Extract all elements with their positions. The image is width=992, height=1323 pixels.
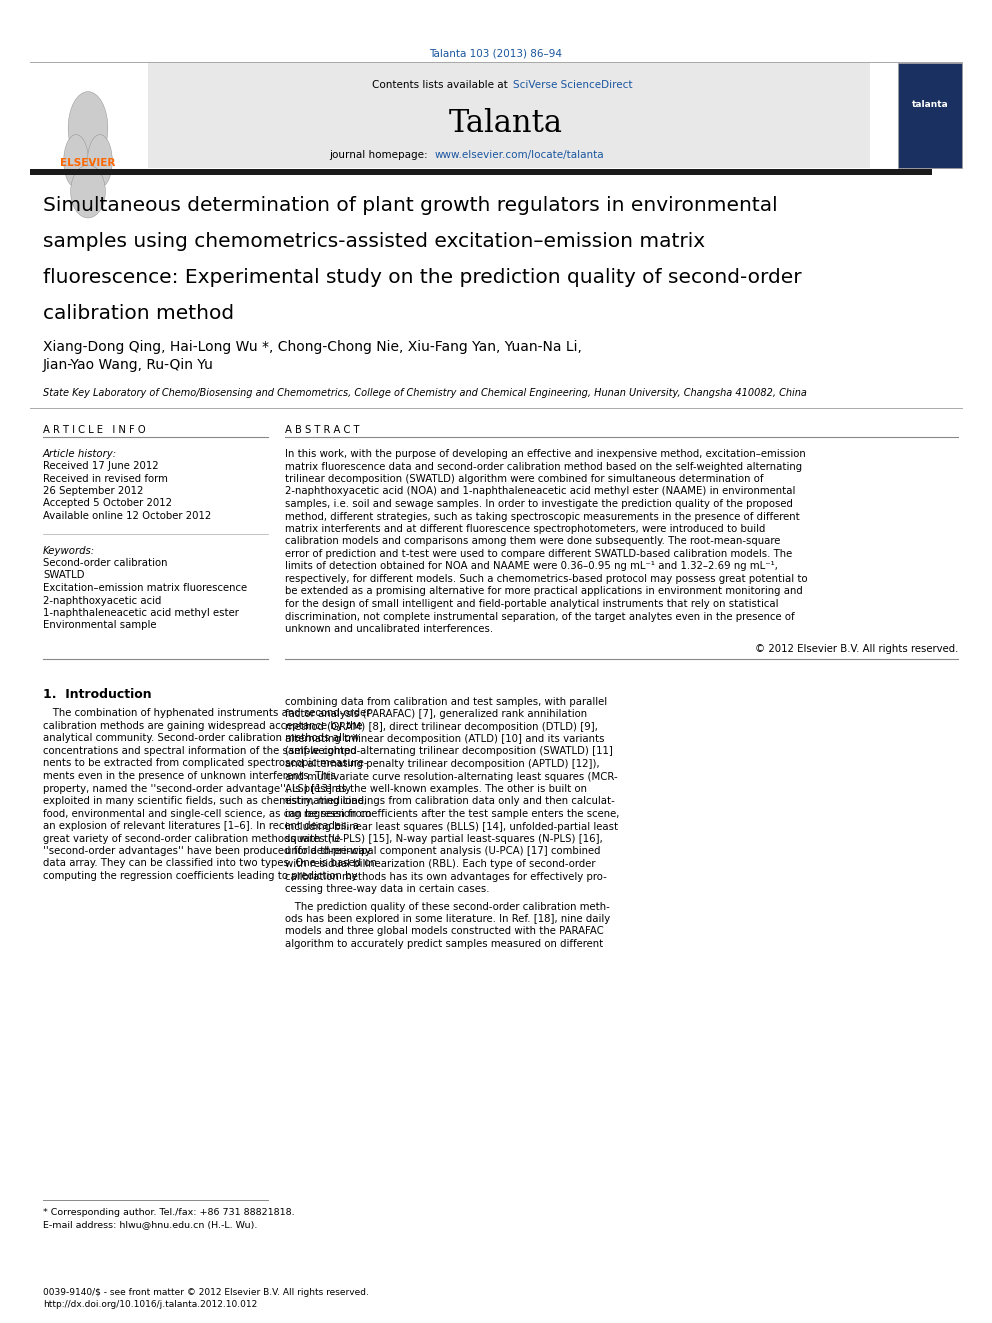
Text: © 2012 Elsevier B.V. All rights reserved.: © 2012 Elsevier B.V. All rights reserved… — [755, 644, 958, 655]
Text: Jian-Yao Wang, Ru-Qin Yu: Jian-Yao Wang, Ru-Qin Yu — [43, 359, 214, 372]
Text: talanta: talanta — [912, 101, 948, 108]
Text: respectively, for different models. Such a chemometrics-based protocol may posse: respectively, for different models. Such… — [285, 574, 807, 583]
Text: http://dx.doi.org/10.1016/j.talanta.2012.10.012: http://dx.doi.org/10.1016/j.talanta.2012… — [43, 1301, 257, 1308]
Text: combining data from calibration and test samples, with parallel: combining data from calibration and test… — [285, 696, 607, 706]
Text: Talanta 103 (2013) 86–94: Talanta 103 (2013) 86–94 — [430, 48, 562, 58]
Text: calibration method: calibration method — [43, 304, 234, 323]
Text: including bilinear least squares (BLLS) [14], unfolded-partial least: including bilinear least squares (BLLS) … — [285, 822, 618, 831]
Text: nents to be extracted from complicated spectroscopic measure-: nents to be extracted from complicated s… — [43, 758, 367, 769]
Text: matrix fluorescence data and second-order calibration method based on the self-w: matrix fluorescence data and second-orde… — [285, 462, 803, 471]
Text: 26 September 2012: 26 September 2012 — [43, 486, 144, 496]
Text: calibration methods are gaining widespread acceptance by the: calibration methods are gaining widespre… — [43, 721, 363, 732]
Text: matrix interferents and at different fluorescence spectrophotometers, were intro: matrix interferents and at different flu… — [285, 524, 766, 534]
Text: Contents lists available at: Contents lists available at — [372, 79, 511, 90]
Bar — [30, 64, 870, 168]
Text: * Corresponding author. Tel./fax: +86 731 88821818.: * Corresponding author. Tel./fax: +86 73… — [43, 1208, 295, 1217]
Text: limits of detection obtained for NOA and NAAME were 0.36–0.95 ng mL⁻¹ and 1.32–2: limits of detection obtained for NOA and… — [285, 561, 778, 572]
Ellipse shape — [63, 135, 88, 188]
Text: ing regression coefficients after the test sample enters the scene,: ing regression coefficients after the te… — [285, 808, 619, 819]
Text: ALS) [13] as the well-known examples. The other is built on: ALS) [13] as the well-known examples. Th… — [285, 785, 587, 794]
Text: algorithm to accurately predict samples measured on different: algorithm to accurately predict samples … — [285, 939, 603, 949]
Text: SWATLD: SWATLD — [43, 570, 84, 581]
Text: ELSEVIER: ELSEVIER — [61, 157, 116, 168]
Text: Accepted 5 October 2012: Accepted 5 October 2012 — [43, 499, 172, 508]
Text: trilinear decomposition (SWATLD) algorithm were combined for simultaneous determ: trilinear decomposition (SWATLD) algorit… — [285, 474, 764, 484]
Text: Second-order calibration: Second-order calibration — [43, 558, 168, 568]
Text: www.elsevier.com/locate/talanta: www.elsevier.com/locate/talanta — [434, 149, 604, 160]
Text: 1-naphthaleneacetic acid methyl ester: 1-naphthaleneacetic acid methyl ester — [43, 609, 239, 618]
Text: A R T I C L E   I N F O: A R T I C L E I N F O — [43, 425, 146, 435]
Text: method, different strategies, such as taking spectroscopic measurements in the p: method, different strategies, such as ta… — [285, 512, 800, 521]
Text: factor analysis (PARAFAC) [7], generalized rank annihilation: factor analysis (PARAFAC) [7], generaliz… — [285, 709, 587, 718]
Text: food, environmental and single-cell science, as can be seen from: food, environmental and single-cell scie… — [43, 808, 371, 819]
Text: and multivariate curve resolution-alternating least squares (MCR-: and multivariate curve resolution-altern… — [285, 771, 618, 782]
Text: 0039-9140/$ - see front matter © 2012 Elsevier B.V. All rights reserved.: 0039-9140/$ - see front matter © 2012 El… — [43, 1289, 369, 1297]
Text: Received 17 June 2012: Received 17 June 2012 — [43, 460, 159, 471]
Text: calibration models and comparisons among them were done subsequently. The root-m: calibration models and comparisons among… — [285, 537, 781, 546]
Text: Simultaneous determination of plant growth regulators in environmental: Simultaneous determination of plant grow… — [43, 196, 778, 216]
Text: ments even in the presence of unknown interferents. This: ments even in the presence of unknown in… — [43, 771, 336, 781]
Text: computing the regression coefficients leading to prediction by: computing the regression coefficients le… — [43, 871, 357, 881]
Text: Excitation–emission matrix fluorescence: Excitation–emission matrix fluorescence — [43, 583, 247, 593]
Text: Received in revised form: Received in revised form — [43, 474, 168, 483]
Text: Available online 12 October 2012: Available online 12 October 2012 — [43, 511, 211, 521]
Text: Article history:: Article history: — [43, 448, 117, 459]
Text: The prediction quality of these second-order calibration meth-: The prediction quality of these second-o… — [285, 901, 610, 912]
Text: samples using chemometrics-assisted excitation–emission matrix: samples using chemometrics-assisted exci… — [43, 232, 705, 251]
Text: error of prediction and t-test were used to compare different SWATLD-based calib: error of prediction and t-test were used… — [285, 549, 793, 560]
Text: calibration methods has its own advantages for effectively pro-: calibration methods has its own advantag… — [285, 872, 607, 881]
Text: an explosion of relevant literatures [1–6]. In recent decades, a: an explosion of relevant literatures [1–… — [43, 822, 359, 831]
Text: analytical community. Second-order calibration methods allow: analytical community. Second-order calib… — [43, 733, 359, 744]
Text: concentrations and spectral information of the sample compo-: concentrations and spectral information … — [43, 746, 360, 755]
Ellipse shape — [68, 91, 108, 164]
Text: with residual bilinearization (RBL). Each type of second-order: with residual bilinearization (RBL). Eac… — [285, 859, 595, 869]
Text: SciVerse ScienceDirect: SciVerse ScienceDirect — [513, 79, 632, 90]
Text: method (GRAM) [8], direct trilinear decomposition (DTLD) [9],: method (GRAM) [8], direct trilinear deco… — [285, 721, 598, 732]
Text: 2-naphthoxyacetic acid: 2-naphthoxyacetic acid — [43, 595, 162, 606]
Text: unfolded-principal component analysis (U-PCA) [17] combined: unfolded-principal component analysis (U… — [285, 847, 600, 856]
Text: Keywords:: Keywords: — [43, 546, 95, 556]
Text: The combination of hyphenated instruments and second-order: The combination of hyphenated instrument… — [43, 709, 370, 718]
Text: be extended as a promising alternative for more practical applications in enviro: be extended as a promising alternative f… — [285, 586, 803, 597]
Bar — [30, 64, 148, 168]
Text: (self-weighted alternating trilinear decomposition (SWATLD) [11]: (self-weighted alternating trilinear dec… — [285, 746, 613, 757]
Text: alternating trilinear decomposition (ATLD) [10] and its variants: alternating trilinear decomposition (ATL… — [285, 734, 604, 744]
Text: cessing three-way data in certain cases.: cessing three-way data in certain cases. — [285, 884, 489, 894]
Text: Talanta: Talanta — [449, 108, 562, 139]
Text: exploited in many scientific fields, such as chemistry, medicine,: exploited in many scientific fields, suc… — [43, 796, 367, 806]
Ellipse shape — [87, 135, 112, 188]
Text: 1.  Introduction: 1. Introduction — [43, 688, 152, 701]
Text: A B S T R A C T: A B S T R A C T — [285, 425, 359, 435]
Text: estimating loadings from calibration data only and then calculat-: estimating loadings from calibration dat… — [285, 796, 615, 807]
Text: 2-naphthoxyacetic acid (NOA) and 1-naphthaleneacetic acid methyl ester (NAAME) i: 2-naphthoxyacetic acid (NOA) and 1-napht… — [285, 487, 796, 496]
Text: ''second-order advantages'' have been produced for a three-way: ''second-order advantages'' have been pr… — [43, 845, 371, 856]
Bar — [898, 64, 962, 168]
Text: unknown and uncalibrated interferences.: unknown and uncalibrated interferences. — [285, 624, 493, 634]
Text: discrimination, not complete instrumental separation, of the target analytes eve: discrimination, not complete instrumenta… — [285, 611, 795, 622]
Text: data array. They can be classified into two types. One is based on: data array. They can be classified into … — [43, 859, 377, 868]
Text: great variety of second-order calibration methods with the: great variety of second-order calibratio… — [43, 833, 340, 844]
Text: Environmental sample: Environmental sample — [43, 620, 157, 631]
Ellipse shape — [70, 165, 105, 218]
Text: property, named the ''second-order advantage'', is presently: property, named the ''second-order advan… — [43, 783, 351, 794]
Text: ods has been explored in some literature. In Ref. [18], nine daily: ods has been explored in some literature… — [285, 914, 610, 923]
Text: samples, i.e. soil and sewage samples. In order to investigate the prediction qu: samples, i.e. soil and sewage samples. I… — [285, 499, 793, 509]
Text: models and three global models constructed with the PARAFAC: models and three global models construct… — [285, 926, 604, 937]
Text: journal homepage:: journal homepage: — [329, 149, 432, 160]
Text: for the design of small intelligent and field-portable analytical instruments th: for the design of small intelligent and … — [285, 599, 779, 609]
Text: Xiang-Dong Qing, Hai-Long Wu *, Chong-Chong Nie, Xiu-Fang Yan, Yuan-Na Li,: Xiang-Dong Qing, Hai-Long Wu *, Chong-Ch… — [43, 340, 582, 355]
Text: In this work, with the purpose of developing an effective and inexpensive method: In this work, with the purpose of develo… — [285, 448, 806, 459]
Bar — [30, 169, 932, 175]
Text: E-mail address: hlwu@hnu.edu.cn (H.-L. Wu).: E-mail address: hlwu@hnu.edu.cn (H.-L. W… — [43, 1220, 257, 1229]
Text: fluorescence: Experimental study on the prediction quality of second-order: fluorescence: Experimental study on the … — [43, 269, 802, 287]
Text: and alternating penalty trilinear decomposition (APTLD) [12]),: and alternating penalty trilinear decomp… — [285, 759, 599, 769]
Text: squares (U-PLS) [15], N-way partial least-squares (N-PLS) [16],: squares (U-PLS) [15], N-way partial leas… — [285, 833, 603, 844]
Text: State Key Laboratory of Chemo/Biosensing and Chemometrics, College of Chemistry : State Key Laboratory of Chemo/Biosensing… — [43, 388, 806, 398]
